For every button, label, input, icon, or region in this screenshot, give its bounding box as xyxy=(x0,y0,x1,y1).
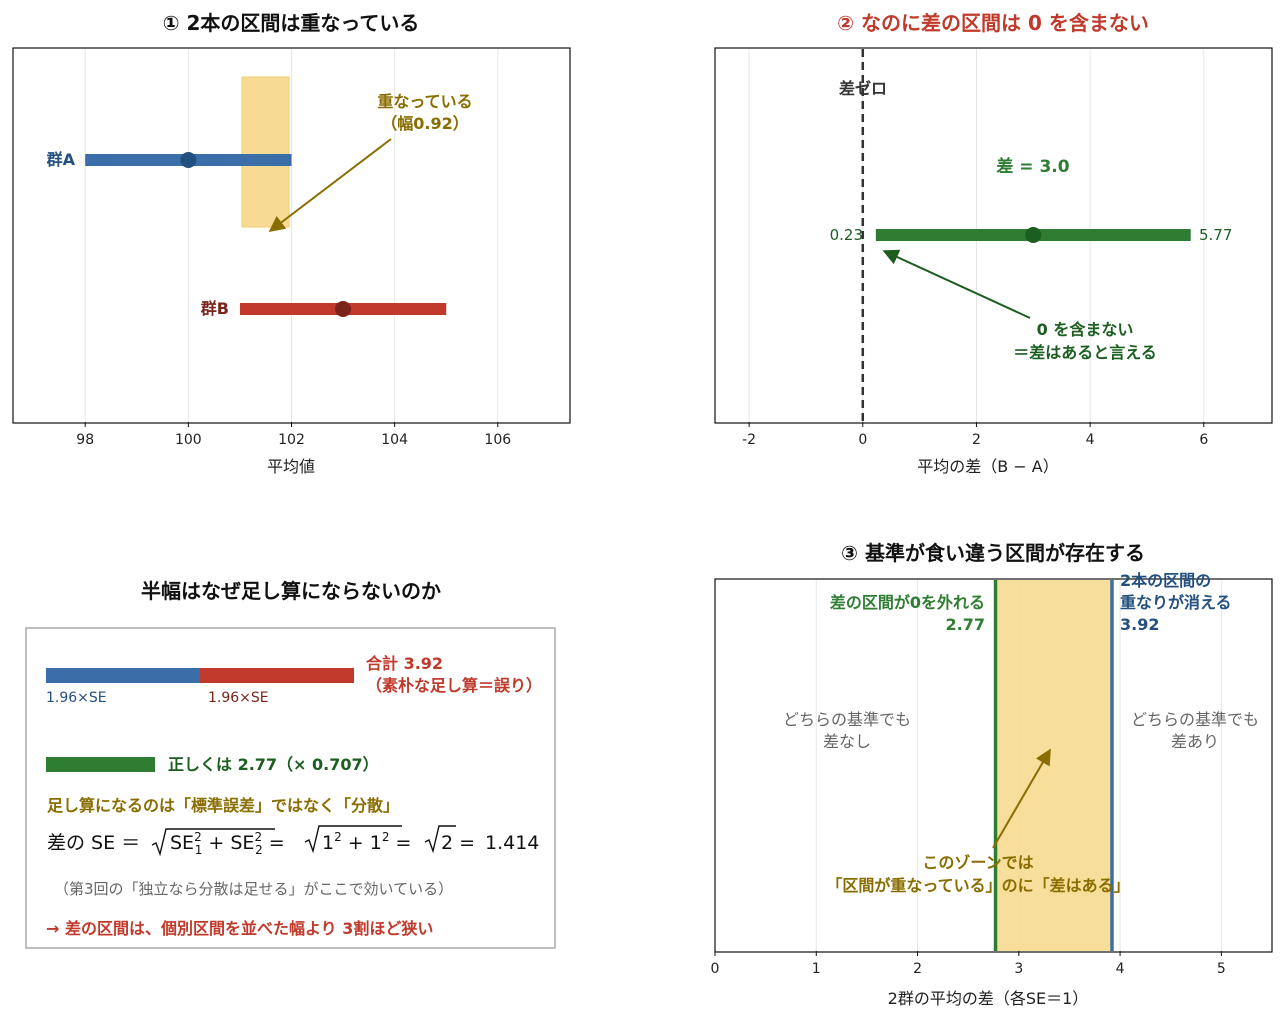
disagreement-zone xyxy=(995,580,1112,951)
reference-note: （第3回の「独立なら分散は足せる」がここで効いている） xyxy=(54,880,453,898)
variance-heading: 足し算になるのは「標準誤差」ではなく「分散」 xyxy=(47,796,399,815)
panel-2-xlabel: 平均の差（B − A） xyxy=(917,457,1059,476)
panel-4-frame xyxy=(714,578,1273,953)
excludes-zero-arrow xyxy=(882,249,1031,319)
blue-threshold-label-line1: 2本の区間の xyxy=(1120,571,1211,590)
no-difference-zone-line2: 差なし xyxy=(823,732,871,751)
group-a-label: 群A xyxy=(47,150,76,169)
naive-sum-line2: （素朴な足し算＝誤り） xyxy=(366,676,542,695)
panel-1-tick-label: 106 xyxy=(484,432,511,448)
zone-annotation-line2: 「区間が重なっている」のに「差はある」 xyxy=(826,876,1129,895)
sqrt-sign-3 xyxy=(424,825,456,854)
panel-2-tick-label: 6 xyxy=(1199,432,1208,448)
formula-prefix: 差の SE ＝ xyxy=(47,832,140,854)
half-width-segment-1 xyxy=(46,668,200,683)
panel-1-xlabel: 平均値 xyxy=(267,457,315,476)
half-width-label-1: 1.96×SE xyxy=(46,690,107,706)
panel-4-xlabel: 2群の平均の差（各SE＝1） xyxy=(888,989,1089,1008)
panel-1-title: ① 2本の区間は重なっている xyxy=(163,11,420,35)
panel-4: ③ 基準が食い違う区間が存在する 0 1 2 3 4 5 2群の平均の差（各SE＝1） 差… xyxy=(711,541,1273,1008)
excludes-zero-note-line2: ＝差はあると言える xyxy=(1013,343,1157,362)
ci-lower-label: 0.23 xyxy=(830,226,863,244)
panel-1-tick-label: 102 xyxy=(278,432,305,448)
no-difference-zone-line1: どちらの基準でも xyxy=(783,710,911,729)
overlap-annotation-line2: （幅0.92） xyxy=(381,114,468,133)
conclusion: → 差の区間は、個別区間を並べた幅より 3割ほど狭い xyxy=(46,919,433,938)
panel-4-ticks: 0 1 2 3 4 5 xyxy=(711,951,1226,977)
panel-4-grid xyxy=(714,580,1222,951)
difference-zone-line2: 差あり xyxy=(1171,732,1219,751)
panel-1-overlap-band xyxy=(241,76,290,228)
difference-zone-line1: どちらの基準でも xyxy=(1131,710,1259,729)
panel-3-title: 半幅はなぜ足し算にならないのか xyxy=(141,579,441,603)
panel-1-tick-label: 100 xyxy=(175,432,202,448)
panel-2-tick-label: -2 xyxy=(742,432,756,448)
panel-2-title: ② なのに差の区間は 0 を含まない xyxy=(837,11,1149,35)
sqrt-sign-1 xyxy=(151,828,275,857)
zone-annotation-line1: このゾーンでは xyxy=(922,853,1033,872)
panel-4-tick-label: 3 xyxy=(1014,961,1023,977)
correct-width-bar xyxy=(46,757,155,772)
correct-width-label: 正しくは 2.77（× 0.707） xyxy=(168,755,379,774)
panel-4-tick-label: 4 xyxy=(1116,961,1125,977)
panel-1-marks xyxy=(85,152,447,317)
group-b-label: 群B xyxy=(201,299,229,318)
se-formula: 差の SE ＝ SE2 1 + SE2 2 = 12 + 12 = 2 = 1.41… xyxy=(47,825,539,857)
group-a-mean-point xyxy=(180,152,197,168)
formula-term-3: 2 = xyxy=(441,832,475,854)
panel-1: ① 2本の区間は重なっている 98 100 102 104 106 平均値 群A 群B … xyxy=(12,11,571,476)
panel-4-tick-label: 1 xyxy=(812,961,821,977)
panel-4-tick-label: 2 xyxy=(913,961,922,977)
zone-arrow xyxy=(992,748,1051,849)
green-threshold-label-line2: 2.77 xyxy=(946,615,985,634)
formula-term-1: SE2 1 + SE2 2 = xyxy=(170,830,285,857)
panel-2-marks xyxy=(875,227,1191,243)
panel-2-frame xyxy=(714,47,1273,424)
panel-2-tick-label: 4 xyxy=(1086,432,1095,448)
panel-1-ticks: 98 100 102 104 106 xyxy=(76,422,511,448)
panel-3-bars xyxy=(46,668,354,772)
panel-2-tick-label: 0 xyxy=(858,432,867,448)
sqrt-sign-2 xyxy=(304,825,402,854)
overlap-arrow xyxy=(268,138,392,232)
difference-mean-point xyxy=(1025,227,1042,243)
naive-sum-line1: 合計 3.92 xyxy=(366,654,443,673)
panel-2-ticks: -2 0 2 4 6 xyxy=(742,422,1208,448)
half-width-segment-2 xyxy=(200,668,354,683)
panel-2: ② なのに差の区間は 0 を含まない -2 0 2 4 6 平均の差（B − A） 差ゼ… xyxy=(714,11,1273,476)
panel-4-tick-label: 0 xyxy=(711,961,720,977)
ci-upper-label: 5.77 xyxy=(1199,226,1232,244)
panel-1-tick-label: 98 xyxy=(76,432,94,448)
formula-value: 1.414 xyxy=(485,832,539,854)
panel-1-grid xyxy=(84,49,499,422)
panel-3: 半幅はなぜ足し算にならないのか 1.96×SE 1.96×SE 合計 3.92 … xyxy=(25,579,556,949)
group-b-mean-point xyxy=(335,301,352,317)
overlap-annotation-line1: 重なっている xyxy=(377,92,472,111)
blue-threshold-label-line2: 重なりが消える xyxy=(1120,593,1232,612)
excludes-zero-note-line1: 0 を含まない xyxy=(1037,320,1134,339)
panel-1-tick-label: 104 xyxy=(381,432,408,448)
zero-label: 差ゼロ xyxy=(839,79,887,98)
panel-4-title: ③ 基準が食い違う区間が存在する xyxy=(841,541,1145,565)
green-threshold-label-line1: 差の区間が0を外れる xyxy=(830,593,985,612)
difference-label: 差 = 3.0 xyxy=(996,156,1069,177)
panel-2-tick-label: 2 xyxy=(972,432,981,448)
blue-threshold-label-line3: 3.92 xyxy=(1120,615,1159,634)
panel-4-tick-label: 5 xyxy=(1217,961,1226,977)
half-width-label-2: 1.96×SE xyxy=(208,690,269,706)
